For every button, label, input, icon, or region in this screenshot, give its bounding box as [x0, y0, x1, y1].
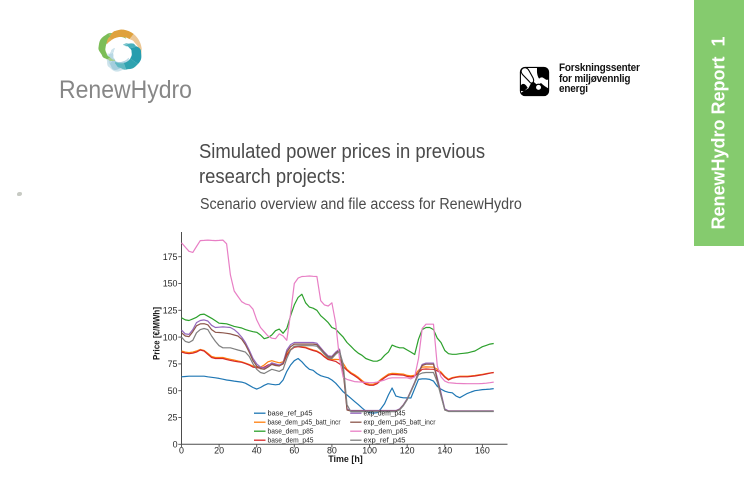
svg-text:Price [€/MWh]: Price [€/MWh]	[152, 307, 162, 360]
svg-text:60: 60	[289, 445, 299, 455]
svg-text:25: 25	[168, 413, 178, 423]
svg-text:80: 80	[327, 445, 337, 455]
svg-text:150: 150	[163, 279, 178, 289]
svg-text:base_dem_p45_batt_incr: base_dem_p45_batt_incr	[268, 418, 342, 427]
svg-text:exp_ref_p45: exp_ref_p45	[364, 436, 406, 445]
svg-text:base_dem_p85: base_dem_p85	[268, 427, 314, 436]
svg-text:exp_dem_p45_batt_incr: exp_dem_p45_batt_incr	[364, 418, 437, 427]
svg-text:75: 75	[168, 359, 178, 369]
svg-text:140: 140	[437, 445, 452, 455]
svg-text:base_ref_p45: base_ref_p45	[268, 409, 313, 418]
svg-text:100: 100	[362, 445, 377, 455]
svg-text:40: 40	[252, 445, 262, 455]
svg-text:base_dem_p45: base_dem_p45	[268, 436, 314, 445]
svg-text:Time [h]: Time [h]	[328, 454, 363, 464]
svg-text:0: 0	[173, 440, 178, 450]
svg-text:120: 120	[400, 445, 415, 455]
svg-text:0: 0	[179, 445, 184, 455]
svg-text:20: 20	[214, 445, 224, 455]
svg-text:exp_dem_p85: exp_dem_p85	[364, 427, 408, 436]
svg-text:100: 100	[163, 332, 178, 342]
svg-text:exp_dem_p45: exp_dem_p45	[364, 409, 406, 418]
svg-text:160: 160	[475, 445, 490, 455]
svg-text:175: 175	[163, 252, 178, 262]
svg-text:50: 50	[168, 386, 178, 396]
svg-text:125: 125	[163, 306, 178, 316]
